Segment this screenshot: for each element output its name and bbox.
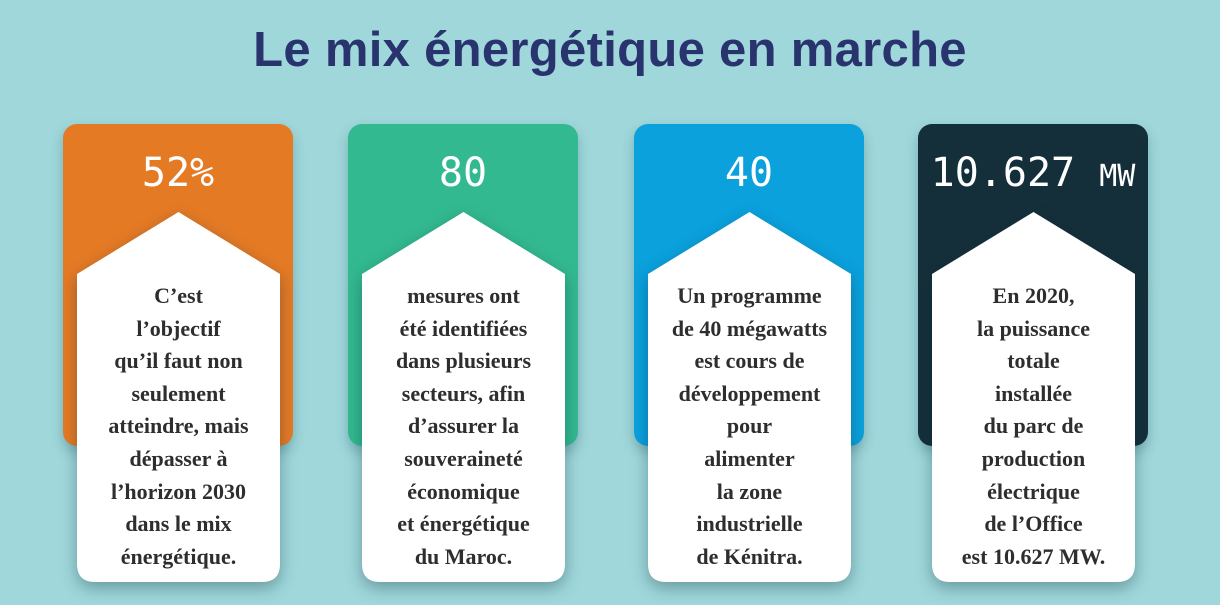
stat-number: 80 bbox=[438, 150, 488, 196]
house-shaped-text-panel: En 2020, la puissance totale installée d… bbox=[932, 212, 1135, 582]
stat-number: 52% bbox=[141, 150, 215, 196]
stat-description: Un programme de 40 mégawatts est cours d… bbox=[671, 283, 828, 569]
stat-description: C’est l’objectif qu’il faut non seulemen… bbox=[108, 283, 249, 569]
house-shape bbox=[77, 212, 280, 582]
house-shape bbox=[362, 212, 565, 582]
house-shaped-text-panel: C’est l’objectif qu’il faut non seulemen… bbox=[77, 212, 280, 582]
stat-description: En 2020, la puissance totale installée d… bbox=[961, 283, 1106, 569]
house-shaped-text-panel: Un programme de 40 mégawatts est cours d… bbox=[648, 212, 851, 582]
stat-value: 40 bbox=[634, 150, 864, 196]
house-shape bbox=[932, 212, 1135, 582]
page-title: Le mix énergétique en marche bbox=[253, 23, 967, 77]
stat-value: 52% bbox=[63, 150, 293, 196]
stat-description: mesures ont été identifiées dans plusieu… bbox=[395, 283, 532, 569]
stat-unit: MW bbox=[1099, 159, 1136, 194]
stat-value: 80 bbox=[348, 150, 578, 196]
stat-number: 40 bbox=[724, 150, 774, 196]
house-shaped-text-panel: mesures ont été identifiées dans plusieu… bbox=[362, 212, 565, 582]
stat-value: 10.627 MW bbox=[918, 150, 1148, 196]
stat-number: 10.627 bbox=[930, 150, 1076, 196]
house-shape bbox=[648, 212, 851, 582]
